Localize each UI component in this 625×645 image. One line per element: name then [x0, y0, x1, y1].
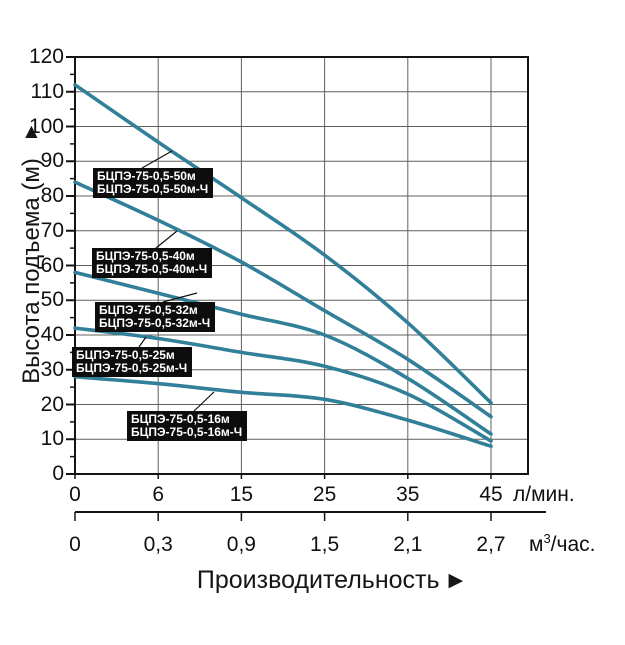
y-tick-label: 90: [40, 149, 64, 173]
x-tick-label: 15: [229, 483, 254, 506]
x-axis-right-arrow-icon: ▶: [448, 570, 464, 591]
callout-leader: [141, 150, 173, 169]
x-secondary-tick-label: 0: [69, 533, 81, 556]
secondary-unit-superscript: 3: [543, 531, 551, 546]
curve-label-line2: БЦПЭ-75-0,5-16м-Ч: [131, 425, 243, 439]
y-tick-label: 50: [40, 288, 64, 312]
y-tick-label: 70: [40, 218, 64, 242]
curve-label-line1: БЦПЭ-75-0,5-32м: [99, 303, 198, 317]
callout-leader: [138, 336, 147, 348]
x-axis-secondary-unit: м3/час.: [529, 531, 596, 556]
x-tick-label: 35: [396, 483, 420, 506]
curve-label: БЦПЭ-75-0,5-40м БЦПЭ-75-0,5-40м-Ч: [92, 248, 213, 278]
callout-leader: [193, 391, 215, 412]
curve-label-line1: БЦПЭ-75-0,5-25м: [76, 348, 175, 362]
curve-label-line1: БЦПЭ-75-0,5-16м: [131, 412, 230, 426]
curve-БЦПЭ-75-0,5-25м: [73, 326, 493, 443]
y-tick-label: 80: [40, 184, 64, 207]
x-tick-label: 6: [152, 483, 165, 506]
curve-label-line2: БЦПЭ-75-0,5-50м-Ч: [97, 182, 209, 196]
curve-label-line1: БЦПЭ-75-0,5-40м: [96, 249, 195, 263]
x-secondary-tick-label: 0,3: [143, 533, 173, 556]
y-tick-label: 40: [40, 323, 64, 346]
callout-leader: [162, 292, 198, 303]
x-axis-title-text: Производительность: [196, 566, 440, 594]
curve-label-line2: БЦПЭ-75-0,5-32м-Ч: [99, 316, 211, 330]
curve-label-line1: БЦПЭ-75-0,5-50м: [97, 169, 196, 183]
x-tick-label: 25: [312, 483, 337, 506]
y-tick-label: 20: [40, 392, 64, 416]
x-axis-title: Производительность ▶: [140, 566, 520, 595]
x-secondary-tick-label: 2,1: [393, 533, 423, 556]
curve-label-line2: БЦПЭ-75-0,5-40м-Ч: [96, 262, 208, 276]
curve-label-line2: БЦПЭ-75-0,5-25м-Ч: [76, 361, 188, 375]
curve-label: БЦПЭ-75-0,5-32м БЦПЭ-75-0,5-32м-Ч: [95, 302, 216, 332]
x-tick-label: 0: [69, 483, 81, 506]
x-tick-label: 45: [479, 483, 503, 506]
secondary-unit-rest: /час.: [550, 533, 596, 556]
y-axis-up-arrow-icon: ▲: [21, 120, 42, 143]
x-secondary-tick-label: 2,7: [476, 533, 506, 556]
y-tick-label: 120: [28, 45, 64, 68]
x-secondary-tick-label: 0,9: [226, 533, 256, 556]
secondary-unit-base: м: [529, 533, 544, 556]
curve-label: БЦПЭ-75-0,5-50м БЦПЭ-75-0,5-50м-Ч: [93, 168, 214, 198]
curve-БЦПЭ-75-0,5-32м: [73, 270, 493, 436]
y-tick-label: 110: [30, 79, 64, 103]
curve-label: БЦПЭ-75-0,5-25м БЦПЭ-75-0,5-25м-Ч: [72, 347, 193, 377]
x-secondary-tick-label: 1,5: [309, 533, 340, 556]
curve-БЦПЭ-75-0,5-16м: [73, 374, 493, 448]
curve-label: БЦПЭ-75-0,5-16м БЦПЭ-75-0,5-16м-Ч: [127, 411, 248, 441]
y-tick-label: 10: [40, 427, 64, 451]
curve-БЦПЭ-75-0,5-50м: [73, 83, 493, 405]
y-tick-label: 60: [40, 253, 64, 277]
callout-leader: [155, 230, 178, 249]
y-tick-label: 0: [52, 462, 64, 485]
y-tick-label: 30: [40, 357, 64, 381]
x-axis-primary-unit: л/мин.: [513, 483, 575, 506]
y-tick-label: 100: [28, 114, 64, 138]
curve-БЦПЭ-75-0,5-40м: [73, 180, 493, 419]
